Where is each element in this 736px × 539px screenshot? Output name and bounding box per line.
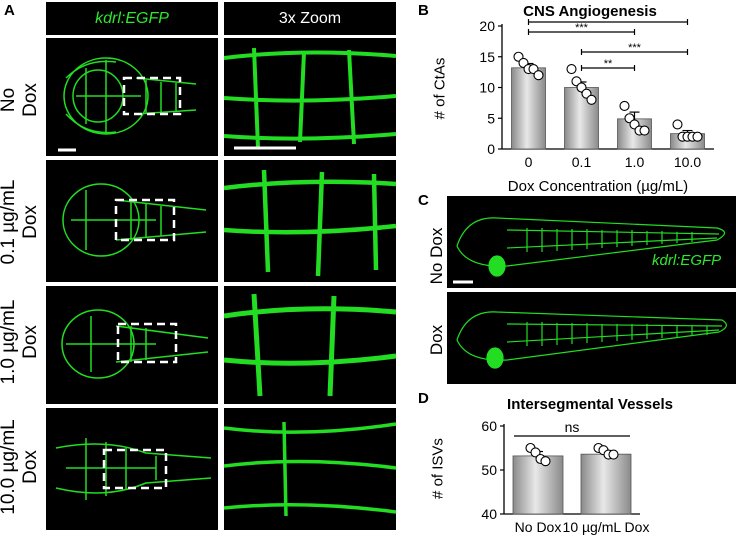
embryo-dox [447,292,736,384]
data-point [586,94,597,105]
x-tick-label: 0 [525,154,533,170]
data-point [692,131,703,142]
row-label-line1: No [0,87,19,113]
embryo-label-dox: Dox [427,324,446,356]
embryo-overlay-kdrl-egfp: kdrl:EGFP [652,252,722,269]
chart-b-xlabel: Dox Concentration (µg/mL) [507,178,689,195]
data-point [608,449,619,460]
significance-label: ns [565,419,580,435]
significance-label: *** [602,18,616,24]
header-kdrl-egfp: kdrl:EGFP [46,2,218,35]
bar [512,455,564,515]
y-tick-label: 15 [479,49,495,65]
zoom-box [114,198,176,242]
zoom-1-0-dox [224,286,396,404]
y-tick-label: 40 [481,506,497,522]
row-label-1-0: 1.0 µg/mL Dox [0,284,42,400]
chart-d-ylabel: # of ISVs [429,438,447,499]
data-point [530,447,541,458]
data-point [566,63,577,75]
panel-c-letter: C [418,192,429,209]
significance-label: ** [604,58,613,70]
zoom-10-0-dox [224,408,396,530]
data-point [672,119,683,130]
row-label-10-0: 10.0 µg/mL Dox [0,401,42,533]
y-tick-label: 5 [487,110,495,126]
zoom-box [102,448,168,490]
data-point [639,125,650,136]
embryo-head-vasculature [63,57,197,135]
row-label-line2: Dox [19,325,41,359]
embryo-no-dox [447,196,736,288]
panel-b-letter: B [418,2,429,19]
y-tick-label: 10 [479,80,495,96]
data-point [533,70,544,81]
row-label-line1: 10.0 µg/mL [0,419,19,515]
y-tick-label: 60 [481,418,497,434]
row-label-line1: 1.0 µg/mL [0,299,19,385]
significance-label: *** [628,42,642,54]
zoom-0-1-dox [224,160,396,282]
chart-b-title: CNS Angiogenesis [523,3,657,20]
row-label-no-dox: No Dox [0,60,42,140]
row-label-0-1: 0.1 µg/mL Dox [0,164,42,280]
y-tick-label: 0 [487,141,495,157]
micrograph-0-1-dox [46,160,218,282]
row-label-line2: Dox [19,83,41,117]
significance-label: *** [575,22,589,34]
micrograph-1-0-dox [46,286,218,404]
y-tick-label: 20 [479,18,495,34]
row-label-line2: Dox [19,205,41,239]
embryo-label-no-dox: No Dox [427,227,446,285]
x-tick-label: 1.0 [625,154,645,170]
panel-a-letter: A [4,2,15,19]
x-tick-label: No Dox [515,519,562,535]
x-tick-label: 0.1 [572,154,592,170]
header-3x-zoom: 3x Zoom [224,2,396,35]
bar [580,453,632,515]
row-label-line1: 0.1 µg/mL [0,179,19,265]
bar [511,67,546,150]
zoom-box [116,322,178,364]
row-label-line2: Dox [19,450,41,484]
chart-d: 40 50 60 No Dox 10 µg/mL Dox ns [481,418,650,535]
data-point [619,100,630,111]
x-tick-label: 10.0 [674,154,701,170]
y-tick-label: 50 [481,462,497,478]
zoom-no-dox [224,38,396,156]
chart-d-title: Intersegmental Vessels [507,396,673,413]
micrograph-10-0-dox [46,408,218,530]
panel-d-letter: D [418,390,429,407]
zoom-box [122,76,182,116]
micrograph-no-dox [46,38,218,156]
x-tick-label: 10 µg/mL Dox [563,519,650,535]
data-point [540,456,551,467]
chart-b-ylabel: # of CtAs [431,57,449,120]
